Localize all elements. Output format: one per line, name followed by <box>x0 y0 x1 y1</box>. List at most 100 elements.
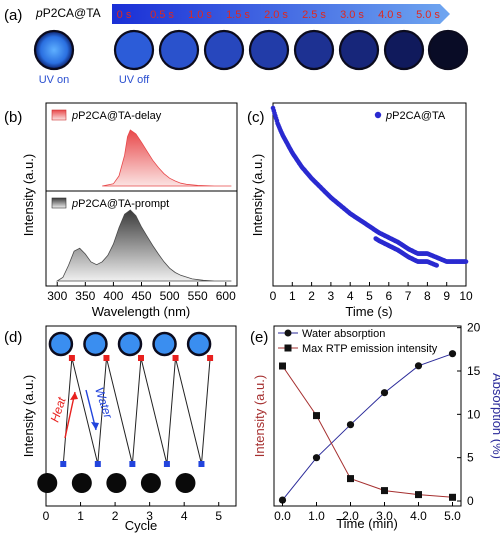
dark-disc <box>71 473 92 493</box>
time-label: 4.0 s <box>378 9 402 21</box>
glowing-disc <box>152 331 177 357</box>
water-absorption-line <box>282 353 453 501</box>
panel-d-plot <box>37 331 214 493</box>
panel-c-x-tick-label: 7 <box>405 289 412 303</box>
legend-text-rtp: Max RTP emission intensity <box>302 343 438 355</box>
panel-a: (a) pP2CA@TA 0 s 0.5 s 1.0 s 1.5 s 2.0 s 2.5 … <box>4 4 469 86</box>
time-label: 0.5 s <box>150 9 174 21</box>
panel-e-y2-ticks: 0 5 10 15 20 <box>457 321 481 508</box>
panel-c-x-tick-label: 4 <box>347 289 354 303</box>
panel-b-xlabel: Wavelength (nm) <box>92 304 191 319</box>
legend-text-prompt: pP2CA@TA-prompt <box>71 198 169 210</box>
panel-e-y2-tick-label: 15 <box>467 364 481 378</box>
decay-point <box>434 263 440 268</box>
panel-e-legend: Water absorption Max RTP emission intens… <box>278 328 438 355</box>
phosphor-disc <box>203 29 245 71</box>
panel-e-ylabel: Intensity (a.u.) <box>252 375 267 457</box>
panel-b-x-tick-label: 600 <box>216 289 236 303</box>
legend-swatch-prompt <box>51 197 67 209</box>
cycle-high-marker <box>138 355 144 361</box>
phosphor-disc <box>113 29 155 71</box>
rtp-intensity-point <box>347 475 354 483</box>
panel-e-x-tick-label: 3.0 <box>376 509 393 523</box>
panel-e-y2-tick-label: 20 <box>467 321 481 335</box>
panel-d-x-ticks: 0 1 2 3 4 5 <box>43 502 222 523</box>
panel-e-plot <box>278 350 457 504</box>
panel-e-y2label: Absorption (%) <box>490 373 500 459</box>
panel-e-frame <box>273 325 462 507</box>
cycle-low-marker <box>94 461 101 467</box>
cycle-high-marker <box>68 355 75 361</box>
panel-e-x-tick-label: 5.0 <box>444 509 461 523</box>
dark-disc <box>106 473 127 493</box>
cycle-high-marker <box>172 355 179 361</box>
time-label: 0 s <box>117 9 132 21</box>
panel-d-x-tick-label: 1 <box>77 509 84 523</box>
panel-d-frame <box>45 325 237 507</box>
rtp-intensity-line <box>282 365 453 498</box>
sample-label: pP2CA@TA <box>35 6 101 20</box>
phosphor-disc <box>158 29 200 71</box>
cycling-line <box>62 357 211 465</box>
water-absorption-point <box>414 362 423 370</box>
time-label: 2.0 s <box>264 9 288 21</box>
dark-disc <box>175 473 196 493</box>
phosphor-disc <box>383 29 425 71</box>
heat-arrow-shaft <box>64 391 76 439</box>
panel-d-ylabel: Intensity (a.u.) <box>21 375 36 457</box>
panel-c-letter: (c) <box>247 109 265 126</box>
panel-e-x-tick-label: 1.0 <box>308 509 325 523</box>
panel-c-x-tick-label: 1 <box>289 289 296 303</box>
spectrum-area-prompt <box>55 209 232 282</box>
panel-e-letter: (e) <box>250 329 268 346</box>
legend-swatch-delay <box>51 109 67 121</box>
panel-c-x-tick-label: 8 <box>424 289 431 303</box>
panel-d-xlabel: Cycle <box>125 518 158 533</box>
panel-c: (c) pP2CA@TA 0 1 2 3 4 5 6 7 8 9 10 Time (s) Inten… <box>247 102 473 319</box>
rtp-intensity-point <box>415 491 422 499</box>
time-label: 5.0 s <box>416 9 440 21</box>
glowing-disc <box>83 331 108 357</box>
panel-d-x-tick-label: 5 <box>215 509 222 523</box>
water-label: Water <box>92 386 115 422</box>
panel-e-x-tick-label: 2.0 <box>342 509 359 523</box>
time-label: 1.0 s <box>188 9 212 21</box>
legend-text-water: Water absorption <box>302 328 385 340</box>
glowing-disc <box>48 331 74 357</box>
panel-d-x-tick-label: 4 <box>181 509 188 523</box>
panel-c-x-tick-label: 9 <box>443 289 450 303</box>
panel-c-legend-text: pP2CA@TA <box>385 110 446 122</box>
cycle-low-marker <box>129 461 136 467</box>
water-absorption-point <box>278 496 287 504</box>
heat-arrow-head <box>70 392 78 400</box>
heat-annotation: Heat <box>48 391 78 439</box>
legend-marker-rtp <box>284 344 292 352</box>
panel-b-x-tick-label: 400 <box>103 289 123 303</box>
panel-d: (d) Heat Water 0 1 2 3 4 5 Cycle Intensity (a… <box>4 325 237 533</box>
rtp-intensity-point <box>279 362 286 370</box>
panel-b-letter: (b) <box>4 109 22 126</box>
dark-disc <box>37 473 58 493</box>
panel-e-xlabel: Time (min) <box>336 516 398 531</box>
time-label: 3.0 s <box>340 9 364 21</box>
panel-b-x-tick-label: 450 <box>131 289 151 303</box>
glowing-disc <box>186 331 212 357</box>
glowing-disc <box>117 331 143 357</box>
phosphor-disc <box>293 29 335 71</box>
panel-c-x-ticks: 0 1 2 3 4 5 6 7 8 9 10 <box>270 282 473 303</box>
panel-e-y2-tick-label: 0 <box>467 494 474 508</box>
panel-b-x-ticks: 300 350 400 450 500 550 600 <box>47 282 236 303</box>
heat-label: Heat <box>48 395 69 424</box>
panel-c-x-tick-label: 5 <box>366 289 373 303</box>
cycle-high-marker <box>103 355 110 361</box>
panel-c-plot <box>270 105 469 268</box>
panel-b-x-tick-label: 550 <box>188 289 208 303</box>
cycle-low-marker <box>163 461 170 467</box>
panel-c-x-tick-label: 2 <box>308 289 315 303</box>
panel-d-x-tick-label: 3 <box>146 509 153 523</box>
time-labels: 0 s 0.5 s 1.0 s 1.5 s 2.0 s 2.5 s 3.0 s 4.0 s 5.… <box>117 9 441 21</box>
phosphor-discs <box>33 29 469 71</box>
panel-d-x-tick-label: 0 <box>43 509 50 523</box>
panel-e-x-ticks: 0.0 1.0 2.0 3.0 4.0 5.0 <box>274 502 461 523</box>
